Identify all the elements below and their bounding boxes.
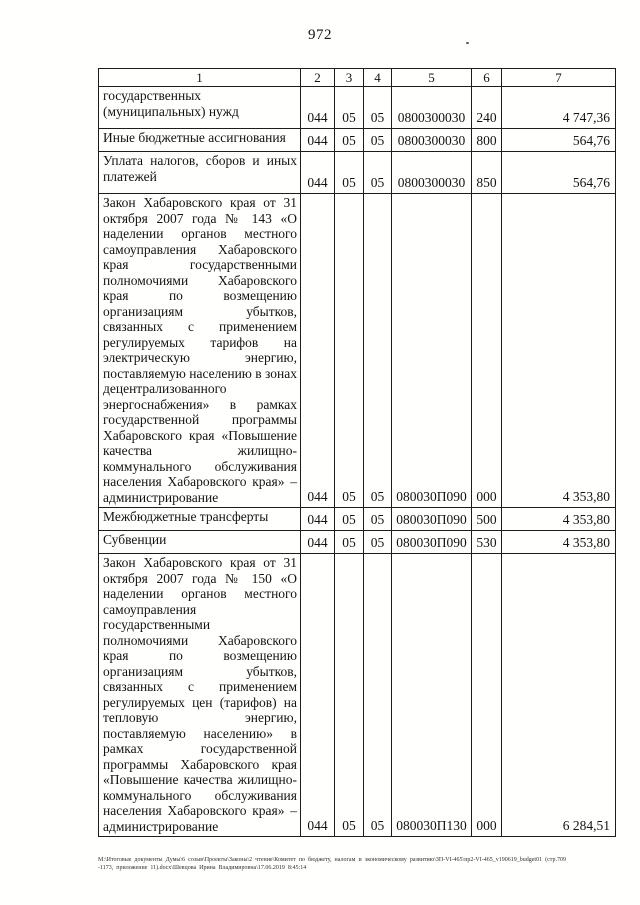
page-number: 972: [308, 27, 332, 43]
col-header-name: 1: [98, 68, 301, 87]
table-row: Закон Хабаровского края от 31 октября 20…: [98, 553, 616, 837]
grbs-cell: 044: [300, 553, 335, 837]
vr-cell: 500: [471, 507, 502, 531]
csr-cell: 080030П090: [391, 193, 472, 508]
podrazdel-cell: 05: [363, 193, 392, 508]
csr-cell: 0800300030: [391, 86, 472, 129]
table-row: Межбюджетные трансферты 044 05 05 080030…: [98, 507, 616, 531]
amount-cell: 4 747,36: [501, 86, 616, 129]
name-cell: Межбюджетные трансферты: [98, 507, 301, 531]
name-cell: Уплата налогов, сборов и иных платежей: [98, 151, 301, 194]
table-row: Закон Хабаровского края от 31 октября 20…: [98, 193, 616, 508]
table-row: Иные бюджетные ассигнования 044 05 05 08…: [98, 128, 616, 152]
grbs-cell: 044: [300, 128, 335, 152]
document-footer-path: М:\Итоговые документы Думы\6 созыв\Проек…: [98, 857, 566, 871]
grbs-cell: 044: [300, 86, 335, 129]
budget-table: 1 2 3 4 5 6 7 государственных (муниципал…: [98, 68, 616, 837]
amount-cell: 4 353,80: [501, 193, 616, 508]
podrazdel-cell: 05: [363, 530, 392, 554]
name-cell: Субвенции: [98, 530, 301, 554]
podrazdel-cell: 05: [363, 553, 392, 837]
vr-cell: 240: [471, 86, 502, 129]
podrazdel-cell: 05: [363, 507, 392, 531]
table-row: Уплата налогов, сборов и иных платежей 0…: [98, 151, 616, 194]
vr-cell: 000: [471, 553, 502, 837]
grbs-cell: 044: [300, 151, 335, 194]
col-header-podrazdel: 4: [363, 68, 392, 87]
amount-cell: 4 353,80: [501, 530, 616, 554]
razdel-cell: 05: [334, 507, 364, 531]
amount-cell: 564,76: [501, 128, 616, 152]
csr-cell: 080030П130: [391, 553, 472, 837]
grbs-cell: 044: [300, 507, 335, 531]
grbs-cell: 044: [300, 530, 335, 554]
amount-cell: 564,76: [501, 151, 616, 194]
col-header-csr: 5: [391, 68, 472, 87]
podrazdel-cell: 05: [363, 86, 392, 129]
table-row: Субвенции 044 05 05 080030П090 530 4 353…: [98, 530, 616, 554]
amount-cell: 6 284,51: [501, 553, 616, 837]
podrazdel-cell: 05: [363, 151, 392, 194]
name-cell: Иные бюджетные ассигнования: [98, 128, 301, 152]
table-header-row: 1 2 3 4 5 6 7: [98, 68, 616, 87]
razdel-cell: 05: [334, 151, 364, 194]
csr-cell: 080030П090: [391, 507, 472, 531]
podrazdel-cell: 05: [363, 128, 392, 152]
razdel-cell: 05: [334, 128, 364, 152]
col-header-razdel: 3: [334, 68, 364, 87]
razdel-cell: 05: [334, 530, 364, 554]
name-cell: Закон Хабаровского края от 31 октября 20…: [98, 553, 301, 837]
csr-cell: 080030П090: [391, 530, 472, 554]
name-cell: Закон Хабаровского края от 31 октября 20…: [98, 193, 301, 508]
name-cell: государственных (муниципальных) нужд: [98, 86, 301, 129]
vr-cell: 800: [471, 128, 502, 152]
vr-cell: 000: [471, 193, 502, 508]
vr-cell: 850: [471, 151, 502, 194]
table-row: государственных (муниципальных) нужд 044…: [98, 86, 616, 129]
razdel-cell: 05: [334, 193, 364, 508]
grbs-cell: 044: [300, 193, 335, 508]
vr-cell: 530: [471, 530, 502, 554]
col-header-vr: 6: [471, 68, 502, 87]
col-header-amount: 7: [501, 68, 616, 87]
razdel-cell: 05: [334, 86, 364, 129]
col-header-grbs: 2: [300, 68, 335, 87]
razdel-cell: 05: [334, 553, 364, 837]
csr-cell: 0800300030: [391, 151, 472, 194]
csr-cell: 0800300030: [391, 128, 472, 152]
amount-cell: 4 353,80: [501, 507, 616, 531]
scan-artifact-dot: [466, 42, 469, 44]
